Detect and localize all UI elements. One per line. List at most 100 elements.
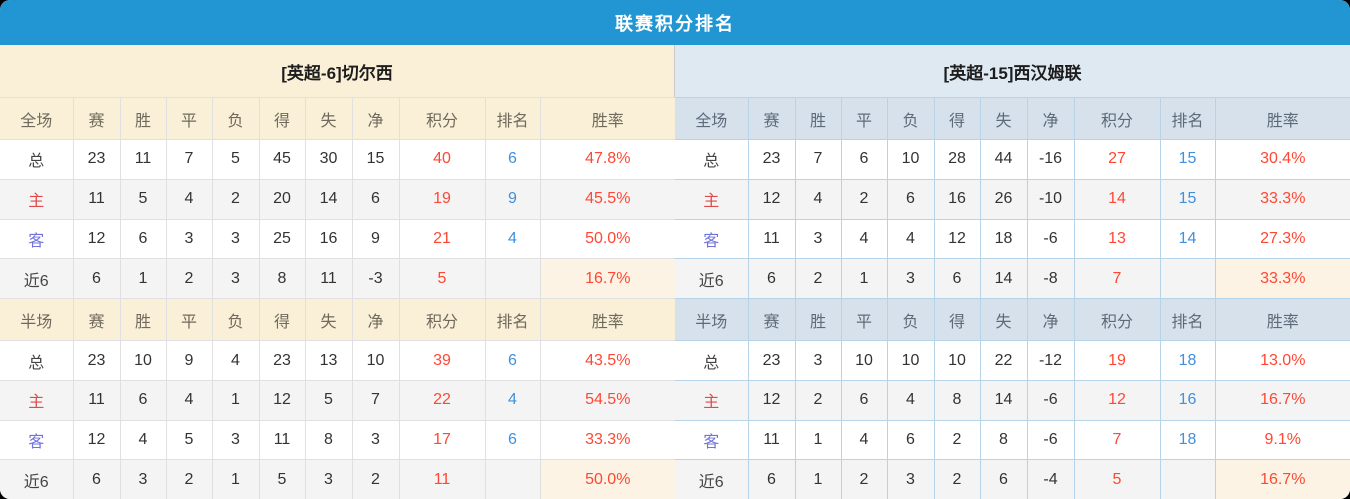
stat-cell: 3 [794, 340, 842, 381]
column-header: 负 [886, 298, 935, 342]
column-header: 负 [211, 298, 260, 342]
rate-cell: 9.1% [1214, 419, 1350, 461]
points-cell: 19 [1073, 340, 1161, 381]
stat-cell: 23 [72, 139, 121, 180]
rate-cell: 47.8% [539, 139, 675, 180]
row-label: 主 [675, 178, 749, 220]
column-header: 赛 [747, 298, 796, 342]
table-row: 主 11 6 4 1 12 5 7 22 4 54.5% [0, 379, 675, 421]
table-row: 近6 6 2 1 3 6 14 -8 7 33.3% [675, 258, 1350, 300]
points-cell: 12 [1073, 379, 1161, 421]
row-label: 总 [0, 139, 74, 180]
points-cell: 21 [398, 218, 486, 260]
stat-cell: 4 [119, 419, 167, 461]
column-header: 得 [258, 298, 306, 342]
rank-cell: 16 [1159, 379, 1216, 421]
stat-cell: 1 [794, 459, 842, 499]
stat-cell: 3 [304, 459, 353, 499]
stat-cell: 26 [979, 178, 1028, 220]
row-label: 近6 [675, 258, 749, 300]
stat-cell: 14 [979, 379, 1028, 421]
stat-cell: 10 [351, 340, 400, 381]
stat-cell: 6 [840, 139, 888, 180]
table-row: 客 12 4 5 3 11 8 3 17 6 33.3% [0, 419, 675, 461]
team-panel-westham: [英超-15]西汉姆联 全场赛胜平负得失净积分 排名 胜率总 23 7 6 10 28 44 -1… [675, 45, 1350, 499]
stat-cell: 12 [747, 379, 796, 421]
stat-cell: 9 [351, 218, 400, 260]
rate-cell: 33.3% [1214, 258, 1350, 300]
stat-cell: 6 [747, 258, 796, 300]
table-row: 总 23 11 7 5 45 30 15 40 6 47.8% [0, 139, 675, 180]
column-header: 得 [258, 97, 306, 140]
stat-cell: 10 [840, 340, 888, 381]
stat-cell: 8 [258, 258, 306, 300]
rate-cell: 43.5% [539, 340, 675, 381]
stat-cell: 14 [304, 178, 353, 220]
stat-cell: 6 [119, 218, 167, 260]
stat-cell: -6 [1026, 379, 1075, 421]
points-cell: 14 [1073, 178, 1161, 220]
rate-cell: 16.7% [1214, 379, 1350, 421]
stat-cell: 1 [840, 258, 888, 300]
stat-cell: 11 [747, 419, 796, 461]
stat-cell: 2 [794, 379, 842, 421]
stat-cell: -6 [1026, 218, 1075, 260]
standings-table-westham: 全场赛胜平负得失净积分 排名 胜率总 23 7 6 10 28 44 -16 27 15 30.4% 主 1… [675, 97, 1350, 499]
stat-cell: 6 [933, 258, 981, 300]
column-header: 净 [351, 97, 400, 140]
stat-cell: 1 [211, 459, 260, 499]
stat-cell: 11 [747, 218, 796, 260]
stat-cell: 11 [119, 139, 167, 180]
column-header: 积分 [398, 97, 486, 140]
scope-header: 全场 [0, 97, 74, 140]
rank-cell: 6 [484, 419, 541, 461]
row-label: 客 [0, 419, 74, 461]
stat-cell: 45 [258, 139, 306, 180]
points-cell: 13 [1073, 218, 1161, 260]
row-label: 主 [675, 379, 749, 421]
table-row: 客 11 3 4 4 12 18 -6 13 14 27.3% [675, 218, 1350, 260]
standings-table-chelsea: 全场赛胜平负得失净积分 排名 胜率总 23 11 7 5 45 30 15 40 6 47.8% 主 11 5… [0, 97, 675, 499]
stat-cell: 3 [165, 218, 213, 260]
column-header: 赛 [72, 97, 121, 140]
stat-cell: 14 [979, 258, 1028, 300]
rank-cell: 15 [1159, 178, 1216, 220]
table-row: 近6 6 1 2 3 2 6 -4 5 16.7% [675, 459, 1350, 499]
row-label: 总 [675, 139, 749, 180]
rate-cell: 45.5% [539, 178, 675, 220]
stat-cell: 28 [933, 139, 981, 180]
team-title: [英超-6]切尔西 [0, 45, 674, 97]
stat-cell: 12 [933, 218, 981, 260]
rank-cell: 18 [1159, 419, 1216, 461]
stat-cell: 13 [304, 340, 353, 381]
stat-cell: 10 [886, 340, 935, 381]
rate-cell: 27.3% [1214, 218, 1350, 260]
column-header: 失 [304, 97, 353, 140]
stat-cell: 6 [72, 459, 121, 499]
column-header-row: 半场赛胜平负得失净积分 排名 胜率 [675, 298, 1350, 342]
stat-cell: 4 [794, 178, 842, 220]
stat-cell: 4 [211, 340, 260, 381]
column-header: 净 [1026, 97, 1075, 140]
stat-cell: 4 [840, 419, 888, 461]
rank-cell [484, 258, 541, 300]
rate-cell: 33.3% [539, 419, 675, 461]
points-cell: 5 [398, 258, 486, 300]
stat-cell: 2 [933, 459, 981, 499]
stat-cell: -10 [1026, 178, 1075, 220]
row-label: 近6 [675, 459, 749, 499]
column-header-row: 半场赛胜平负得失净积分 排名 胜率 [0, 298, 675, 342]
rate-cell: 30.4% [1214, 139, 1350, 180]
stat-cell: 10 [119, 340, 167, 381]
scope-header: 半场 [0, 298, 74, 342]
stat-cell: 25 [258, 218, 306, 260]
column-header: 积分 [398, 298, 486, 342]
stat-cell: -3 [351, 258, 400, 300]
stat-cell: 6 [979, 459, 1028, 499]
rank-cell [1159, 459, 1216, 499]
table-row: 客 12 6 3 3 25 16 9 21 4 50.0% [0, 218, 675, 260]
column-header: 排名 [1159, 97, 1216, 140]
table-row: 主 12 4 2 6 16 26 -10 14 15 33.3% [675, 178, 1350, 220]
stat-cell: 2 [840, 178, 888, 220]
column-header: 赛 [72, 298, 121, 342]
